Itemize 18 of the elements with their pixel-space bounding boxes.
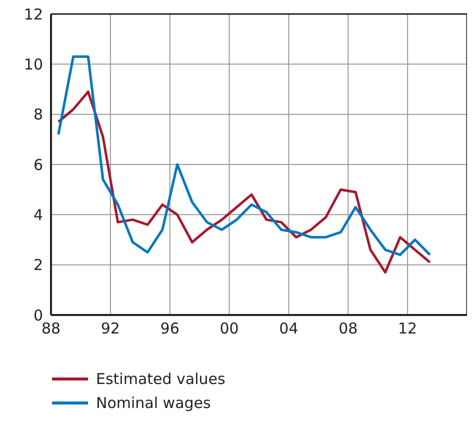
x-tick-label: 88 [41,320,61,338]
x-tick-label: 08 [338,320,358,338]
line-series [57,90,432,274]
x-tick-label: 00 [220,320,239,338]
legend-label: Nominal wages [96,393,211,414]
y-tick-label: 12 [24,5,43,24]
x-tick-label: 92 [100,320,120,338]
line-series [57,55,432,256]
x-tick-label: 04 [279,320,298,338]
y-tick-label: 6 [33,156,43,174]
y-tick-label: 0 [33,306,43,324]
y-tick-label: 4 [33,206,43,224]
y-tick-label: 8 [33,106,43,124]
legend-label: Estimated values [96,369,226,390]
x-tick-label: 12 [398,320,418,338]
y-tick-label: 10 [24,55,43,74]
x-tick-label: 96 [160,320,180,338]
y-tick-label: 2 [33,256,43,274]
